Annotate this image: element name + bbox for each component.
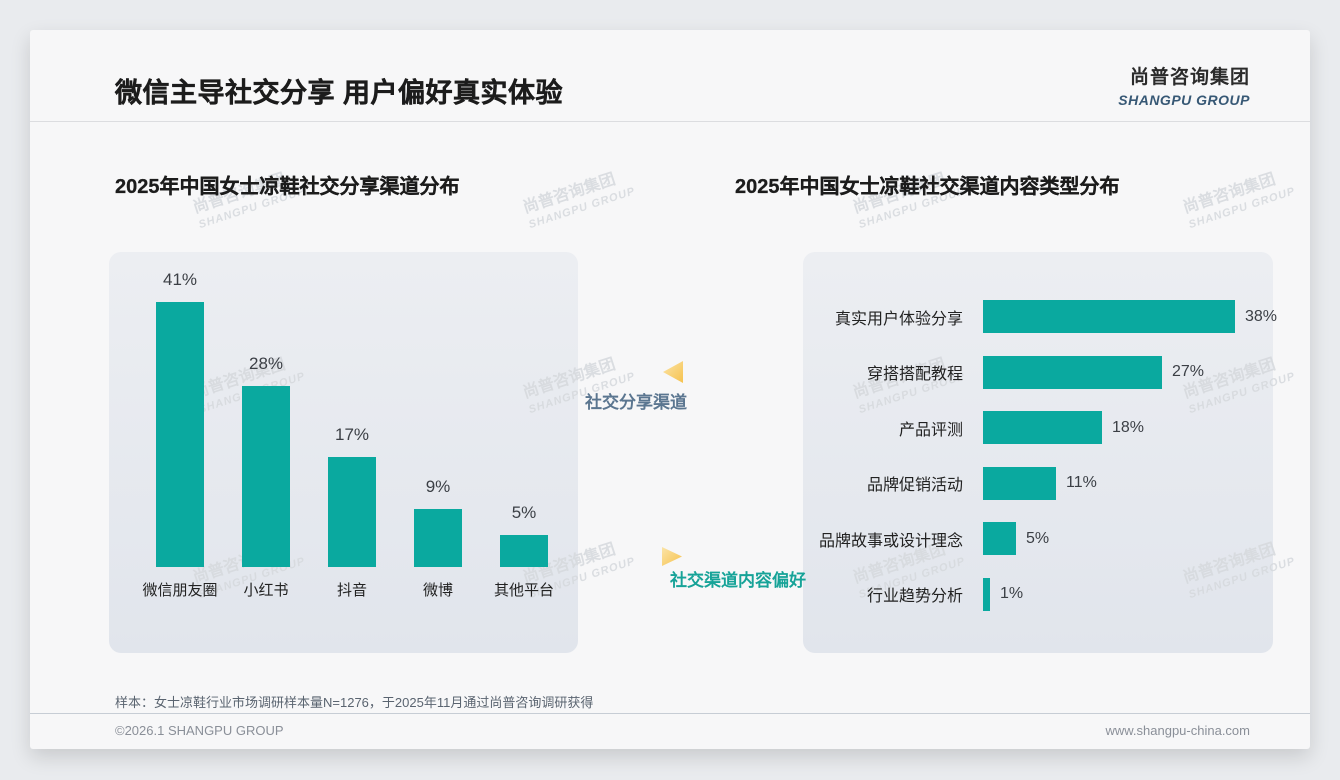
svg-text:尚普咨询集团: 尚普咨询集团 — [520, 169, 617, 217]
svg-text:SHANGPU GROUP: SHANGPU GROUP — [1187, 185, 1297, 231]
svg-text:SHANGPU GROUP: SHANGPU GROUP — [527, 185, 637, 231]
svg-text:尚普咨询集团: 尚普咨询集团 — [1180, 169, 1277, 217]
